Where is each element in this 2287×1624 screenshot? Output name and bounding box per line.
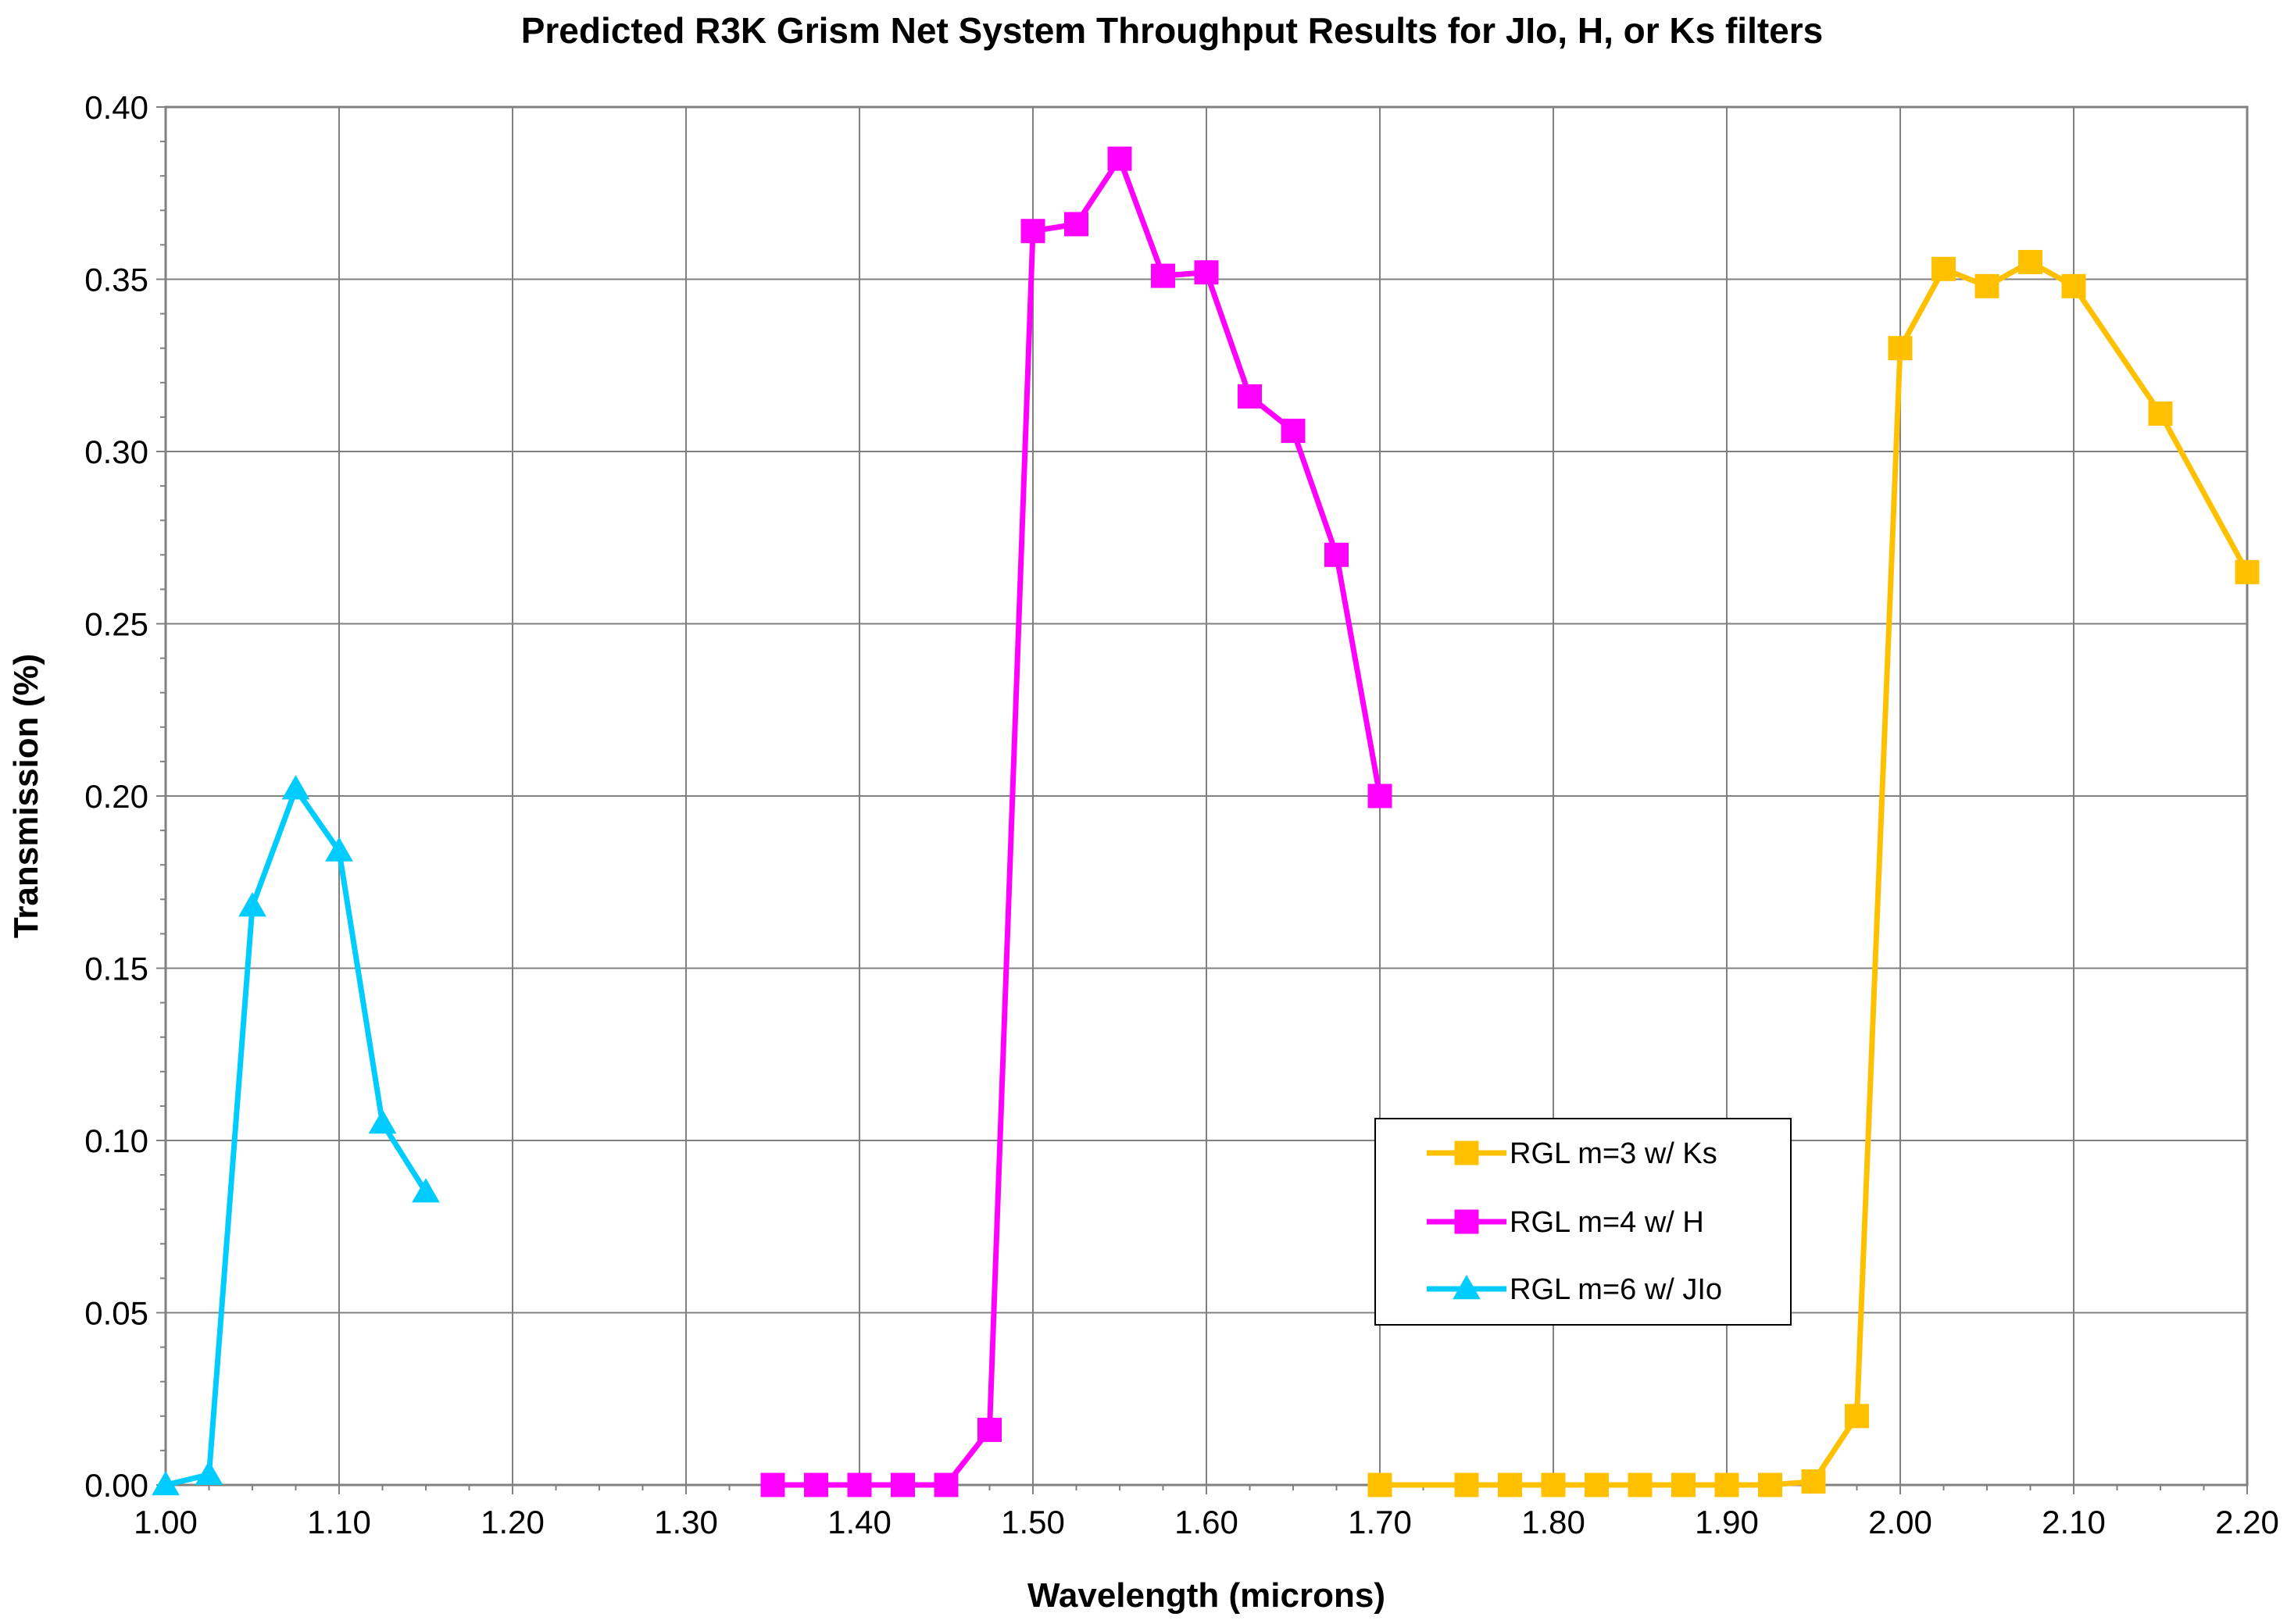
x-tick-label: 1.20 — [481, 1504, 545, 1540]
data-point — [1454, 1472, 1479, 1497]
y-tick-label: 0.15 — [84, 951, 148, 987]
x-axis-title: Wavelength (microns) — [1027, 1576, 1385, 1615]
data-point — [760, 1472, 785, 1497]
y-tick-label: 0.20 — [84, 778, 148, 815]
x-tick-label: 1.40 — [827, 1504, 892, 1540]
y-axis-title: Transmission (%) — [7, 654, 45, 938]
y-tick-label: 0.00 — [84, 1467, 148, 1504]
data-point — [1367, 1472, 1392, 1497]
data-point — [1758, 1472, 1782, 1497]
chart-title: Predicted R3K Grism Net System Throughpu… — [521, 10, 1824, 51]
y-tick-label: 0.05 — [84, 1295, 148, 1332]
data-point — [1238, 384, 1262, 409]
y-tick-label: 0.35 — [84, 262, 148, 298]
legend-item: RGL m=4 w/ H — [1427, 1206, 1704, 1239]
x-tick-labels: 1.00 1.10 1.20 1.30 1.40 1.50 1.60 1.70 1.80 1.90… — [134, 1504, 2279, 1540]
data-point — [2235, 559, 2260, 584]
legend-swatch-marker — [1454, 1209, 1479, 1234]
x-tick-label: 1.50 — [1001, 1504, 1065, 1540]
x-tick-label: 2.00 — [1868, 1504, 1932, 1540]
data-point — [1628, 1472, 1653, 1497]
y-tick-label: 0.40 — [84, 89, 148, 126]
legend-swatch-marker — [1453, 1274, 1481, 1300]
data-point — [325, 837, 353, 862]
data-point — [281, 775, 310, 800]
data-point — [1498, 1472, 1522, 1497]
legend-label: RGL m=3 w/ Ks — [1510, 1137, 1717, 1170]
data-point — [847, 1472, 872, 1497]
data-point — [1064, 212, 1088, 237]
x-tick-label: 1.30 — [654, 1504, 718, 1540]
x-tick-label: 2.20 — [2215, 1504, 2279, 1540]
series-1 — [1367, 249, 2260, 1497]
data-point — [195, 1460, 223, 1486]
data-point — [891, 1472, 915, 1497]
y-tick-label: 0.25 — [84, 606, 148, 643]
x-tick-label: 1.60 — [1174, 1504, 1238, 1540]
data-point — [1801, 1469, 1826, 1494]
x-tick-label: 1.70 — [1348, 1504, 1412, 1540]
x-tick-label: 1.90 — [1695, 1504, 1759, 1540]
data-point — [2148, 401, 2173, 426]
data-point — [1541, 1472, 1566, 1497]
data-point — [1324, 542, 1349, 567]
data-point — [238, 892, 266, 917]
data-point — [1888, 336, 1913, 361]
legend-label: RGL m=6 w/ JIo — [1510, 1273, 1722, 1306]
data-point — [368, 1108, 397, 1134]
data-point — [1194, 260, 1219, 285]
data-point — [1931, 256, 1956, 281]
data-point — [1845, 1404, 1869, 1429]
data-point — [1020, 219, 1045, 244]
data-point — [1107, 146, 1132, 171]
y-tick-label: 0.10 — [84, 1123, 148, 1159]
series-2 — [760, 146, 1392, 1497]
data-point — [977, 1417, 1002, 1442]
legend-item: RGL m=6 w/ JIo — [1427, 1273, 1722, 1306]
data-point — [1367, 783, 1392, 808]
data-point — [1974, 273, 1999, 298]
data-point — [1671, 1472, 1696, 1497]
x-tick-label: 1.80 — [1521, 1504, 1585, 1540]
x-tick-label: 1.10 — [307, 1504, 371, 1540]
plot-frame — [164, 105, 2249, 1487]
legend-item: RGL m=3 w/ Ks — [1427, 1137, 1717, 1170]
legend-label: RGL m=4 w/ H — [1510, 1206, 1704, 1239]
series-3 — [152, 775, 440, 1496]
data-point — [412, 1178, 440, 1203]
x-tick-label: 1.00 — [134, 1504, 198, 1540]
data-point — [1151, 263, 1175, 288]
x-tick-label: 2.10 — [2042, 1504, 2106, 1540]
y-tick-label: 0.30 — [84, 434, 148, 470]
data-point — [934, 1472, 959, 1497]
data-point — [2018, 249, 2042, 274]
data-point — [1281, 419, 1306, 444]
legend: RGL m=3 w/ Ks RGL m=4 w/ H RGL m=6 w/ JIo — [1374, 1118, 1792, 1326]
data-point — [1714, 1472, 1739, 1497]
series-layer — [152, 146, 2260, 1497]
data-point — [2061, 273, 2086, 298]
legend-swatch-marker — [1454, 1140, 1479, 1165]
data-point — [152, 1470, 180, 1496]
data-point — [804, 1472, 828, 1497]
data-point — [1585, 1472, 1609, 1497]
y-tick-labels: 0.00 0.05 0.10 0.15 0.20 0.25 0.30 0.35 0.40 — [84, 89, 148, 1504]
